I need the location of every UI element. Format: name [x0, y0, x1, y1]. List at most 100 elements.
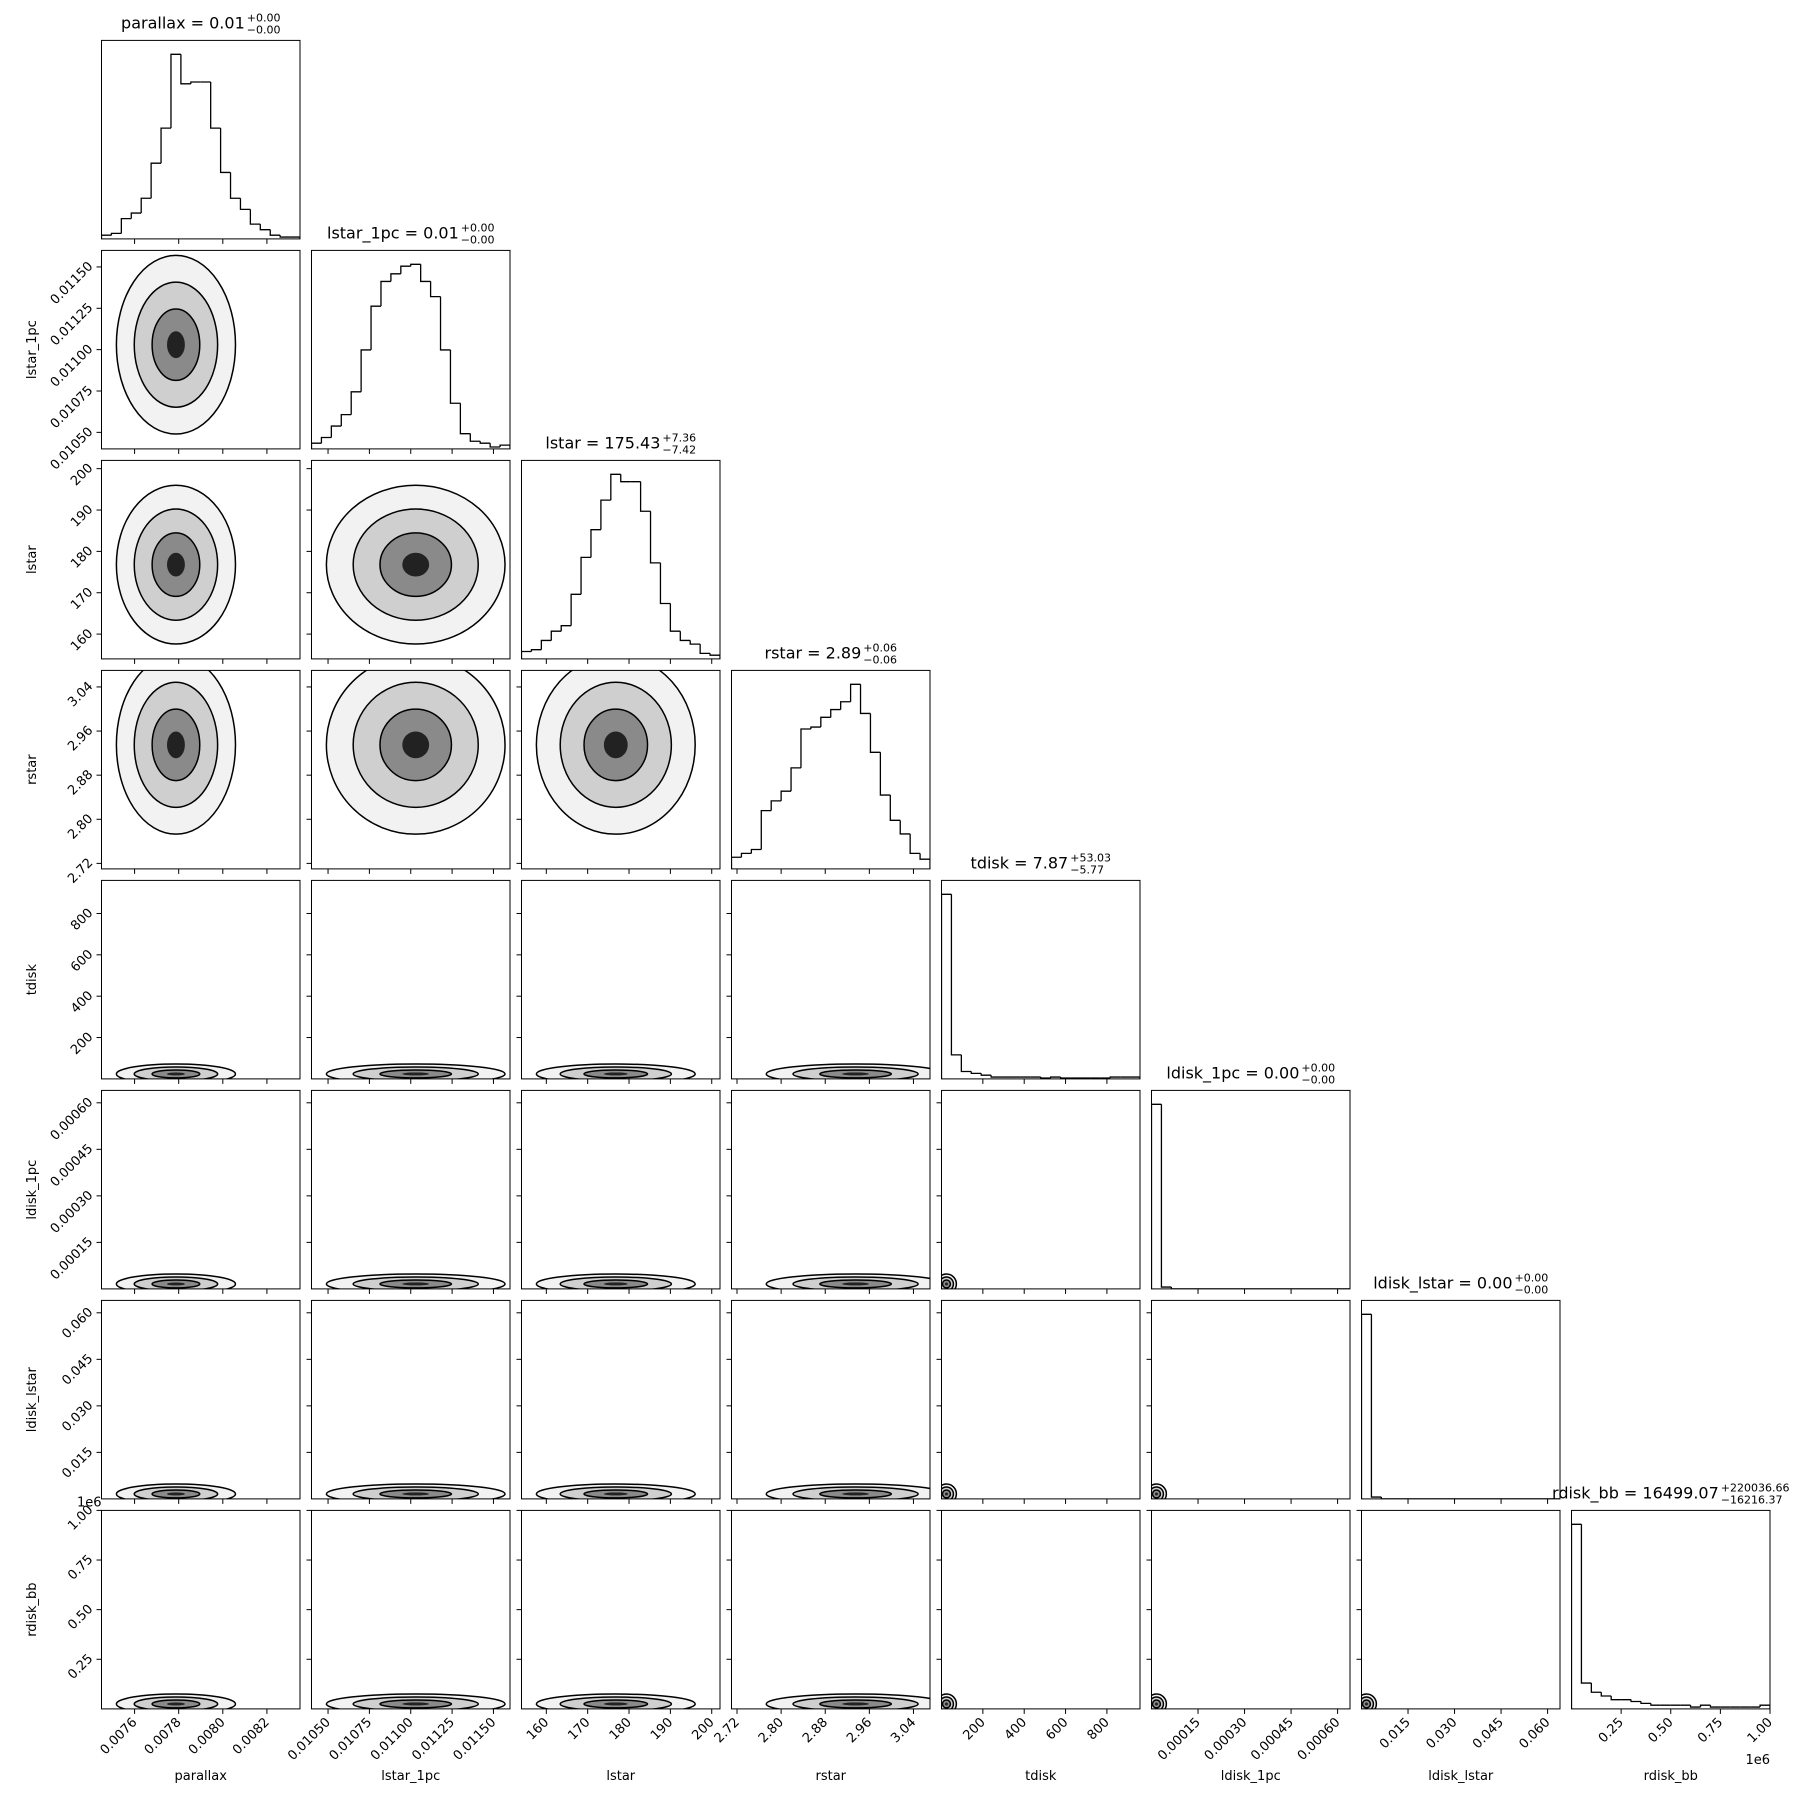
histogram-bin [110, 232, 122, 236]
x-tick-label: 3.04 [888, 1715, 919, 1746]
histogram-bin [600, 499, 611, 530]
density-peak [1364, 1702, 1368, 1706]
panel-content [1571, 1523, 1770, 1709]
y-axis-label: lstar [25, 545, 40, 574]
histogram-bin [180, 54, 191, 85]
density-peak [167, 1282, 185, 1286]
panel: rstar = 2.89 +0.06−0.06 [731, 641, 931, 874]
histogram-bin [859, 684, 871, 715]
histogram-bin [790, 767, 801, 792]
panel: lstar_1pc = 0.01 +0.00−0.00 [311, 221, 511, 454]
panel-content [311, 263, 510, 449]
density-peak [603, 1282, 628, 1286]
histogram-bin [849, 683, 861, 702]
panel-frame [101, 1300, 300, 1499]
histogram-bin [1580, 1524, 1592, 1684]
histogram-bin [290, 236, 300, 239]
panel-frame [101, 1090, 300, 1289]
panel-frame [311, 880, 510, 1079]
x-axis-label: ldisk_lstar [1428, 1769, 1494, 1784]
panel-content [115, 1063, 237, 1079]
panel-frame [1361, 1300, 1560, 1499]
panel-frame [101, 1510, 300, 1709]
panel-content [941, 1693, 958, 1709]
histogram-bin [249, 209, 261, 225]
y-axis-label: lstar_1pc [25, 320, 40, 379]
panel-content [115, 670, 237, 835]
density-peak [167, 552, 185, 577]
title-err-plus: +0.06 [863, 641, 897, 654]
panel-content [115, 254, 237, 435]
histogram-bin [869, 713, 881, 753]
histogram-bin [731, 856, 742, 869]
panel [516, 669, 721, 874]
density-peak [842, 1282, 869, 1286]
density-peak [1154, 1492, 1158, 1496]
panel-border [941, 1299, 1141, 1500]
panel: lstar = 175.43 +7.36−7.42 [521, 431, 721, 664]
panel-border [941, 1509, 1141, 1710]
histogram-bin [941, 893, 952, 1079]
histogram-bin [699, 644, 711, 655]
histogram-bin [1050, 1076, 1061, 1078]
title-err-plus: +0.00 [1301, 1061, 1335, 1074]
histogram-bin [160, 127, 171, 164]
histogram-bin [679, 631, 691, 642]
density-peak [842, 1702, 869, 1706]
x-tick-label: 0.01125 [409, 1715, 458, 1764]
histogram-bin [489, 443, 501, 448]
panel-border [101, 1089, 301, 1290]
x-tick-label: 400 [1002, 1715, 1030, 1743]
panel-frame [1361, 1510, 1560, 1709]
panel-content [731, 683, 930, 869]
panel-border [1151, 1509, 1351, 1710]
histogram-bin [560, 625, 572, 632]
histogram-bin [610, 473, 621, 501]
panel [516, 1089, 721, 1294]
panel-frame [941, 1510, 1140, 1709]
histogram-bin [499, 444, 510, 449]
histogram-bin [889, 795, 901, 821]
panel-frame [521, 1090, 720, 1289]
x-tick-label: 160 [524, 1715, 552, 1743]
panel: 200 400 600 800 [936, 1509, 1141, 1743]
y-axis-label: ldisk_1pc [25, 1160, 40, 1220]
panel [726, 1299, 931, 1504]
density-peak [402, 731, 430, 759]
y-tick-label: 800 [68, 906, 96, 934]
title-err-plus: +220036.66 [1721, 1481, 1790, 1494]
panel-frame [311, 1510, 510, 1709]
panel: 160 170 180 190 200 [516, 1509, 721, 1743]
panel-border [521, 1509, 721, 1710]
panel-content [521, 473, 720, 659]
panel [306, 879, 511, 1084]
histogram-bin [1059, 1077, 1071, 1079]
density-peak [1154, 1702, 1158, 1706]
density-peak [167, 1702, 185, 1706]
panel-content [765, 1483, 930, 1499]
panel-border [101, 669, 301, 870]
histogram-bin [1600, 1692, 1612, 1697]
histogram-bin [659, 562, 671, 605]
histogram-bin [1590, 1683, 1602, 1693]
panel-border [521, 459, 721, 660]
y-tick-label: 0.01125 [48, 301, 97, 350]
y-tick-label: 200 [68, 461, 96, 489]
density-peak [944, 1492, 948, 1496]
histogram-bin [140, 197, 152, 214]
panel: 0.015 0.030 0.045 0.060 [59, 1299, 301, 1504]
panel-content [115, 1693, 237, 1709]
histogram-bin [840, 701, 851, 710]
title-err-minus: −0.00 [1515, 1283, 1549, 1296]
y-tick-label: 0.01075 [48, 383, 97, 432]
x-tick-label: 0.25 [1596, 1715, 1627, 1746]
panel [306, 459, 511, 664]
y-tick-label: 0.00060 [48, 1095, 97, 1144]
panel-frame [521, 880, 720, 1079]
title-err-plus: +7.36 [662, 431, 696, 444]
histogram-bin [269, 229, 281, 236]
histogram-bin [1160, 1104, 1172, 1288]
histogram-bin [429, 281, 441, 298]
density-peak [402, 1282, 430, 1286]
